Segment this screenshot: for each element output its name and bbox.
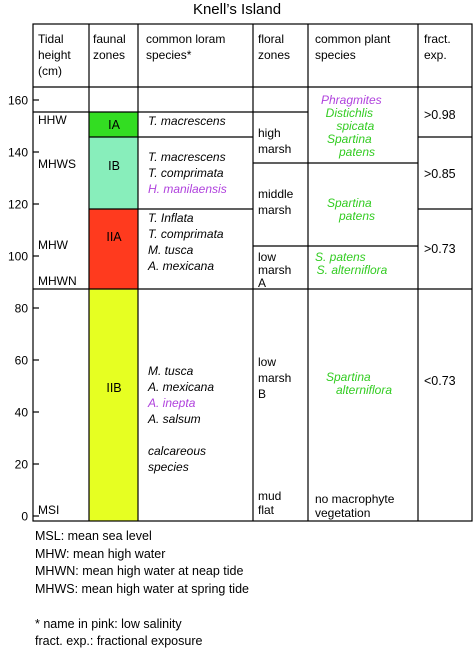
abbreviation-notes: MSL: mean sea level MHW: mean high water… [35, 528, 249, 651]
loram-species-IB: T. macrescens T. comprimata H. manilaens… [148, 150, 229, 196]
faunal-zone-label-IB: IB [108, 159, 120, 173]
tide-level-label: MHWN [38, 274, 77, 288]
header-fract-exp: fract. exp. [424, 32, 454, 62]
floral-zone-low-marsh-b: low marsh B [258, 355, 295, 401]
tidal-height-axis: 160 140 120 100 80 60 40 20 0 HHW MHWS MHW MHWN MSI [8, 94, 77, 524]
axis-tick-label: 20 [15, 458, 29, 472]
fract-exp-value: >0.98 [424, 108, 456, 122]
loram-species-IA: T. macrescens [148, 114, 226, 128]
tide-level-label: MHW [38, 238, 69, 252]
header-tidal-height: Tidal height (cm) [38, 32, 74, 78]
floral-zone-high-marsh: high marsh [258, 126, 291, 156]
fract-exp-value: >0.73 [424, 242, 456, 256]
header-plant-species: common plant species [315, 32, 394, 62]
faunal-zone-IA-fill [89, 112, 138, 137]
tide-level-label: HHW [38, 113, 67, 127]
plant-species-mud-flat: no macrophyte vegetation [315, 492, 398, 520]
faunal-zone-fills [89, 112, 138, 521]
column-headers: Tidal height (cm) faunal zones common lo… [38, 32, 454, 78]
floral-zone-middle-marsh: middle marsh [258, 187, 297, 217]
note-line: MHWS: mean high water at spring tide [35, 581, 249, 596]
tidal-zonation-diagram: Knell’s Island 160 140 120 100 80 60 40 20 0 HHW M… [8, 1, 473, 524]
faunal-zone-IIB-fill [89, 289, 138, 521]
faunal-zone-labels: IA IB IIA IIB [106, 118, 122, 395]
tide-level-label: MSI [38, 503, 59, 517]
table-grid [32, 23, 473, 522]
note-line: MHW: mean high water [35, 546, 166, 561]
note-line: MHWN: mean high water at neap tide [35, 564, 244, 578]
note-line: * name in pink: low salinity [35, 616, 182, 631]
diagram-title: Knell’s Island [193, 1, 281, 18]
plant-species-column: Phragmites Distichlis spicata Spartina p… [315, 93, 398, 520]
header-faunal-zones: faunal zones [93, 32, 129, 62]
faunal-zone-label-IIA: IIA [106, 230, 122, 244]
loram-species-IIA: T. Inflata T. comprimata M. tusca A. mex… [147, 211, 227, 273]
header-loram-species: common loram species* [146, 32, 229, 62]
note-line: MSL: mean sea level [35, 529, 152, 543]
loram-species-IIB: M. tusca A. mexicana A. inepta A. salsum… [147, 364, 217, 474]
fract-exp-column: >0.98 >0.85 >0.73 <0.73 [424, 108, 456, 388]
faunal-zone-label-IA: IA [108, 118, 120, 132]
faunal-zone-IIA-fill [89, 209, 138, 289]
tide-level-label: MHWS [38, 157, 76, 171]
faunal-zone-IB-fill [89, 137, 138, 209]
floral-zones-column: high marsh middle marsh low marsh A low … [258, 126, 297, 517]
axis-tick-label: 60 [15, 354, 29, 368]
plant-species-high-marsh: Phragmites Distichlis spicata Spartina p… [321, 93, 385, 159]
axis-tick-label: 40 [15, 406, 29, 420]
axis-tick-label: 160 [8, 94, 28, 108]
plant-species-low-marsh-b: Spartina alterniflora [326, 370, 392, 397]
header-floral-zones: floral zones [258, 32, 290, 62]
axis-tick-label: 100 [8, 250, 28, 264]
faunal-zone-label-IIB: IIB [106, 381, 121, 395]
loram-species-column: T. macrescens T. macrescens T. comprimat… [147, 114, 229, 474]
plant-species-middle-marsh: Spartina patens [327, 196, 375, 223]
note-line: fract. exp.: fractional exposure [35, 634, 203, 648]
axis-tick-label: 140 [8, 146, 28, 160]
axis-tick-label: 120 [8, 198, 28, 212]
note-line [35, 598, 249, 616]
plant-species-low-marsh-a: S. patens S. alterniflora [315, 250, 388, 277]
floral-zone-mud-flat: mud flat [258, 489, 285, 517]
fract-exp-value: <0.73 [424, 374, 456, 388]
fract-exp-value: >0.85 [424, 167, 456, 181]
floral-zone-low-marsh-a: low marsh A [258, 250, 295, 290]
axis-tick-label: 80 [15, 302, 29, 316]
axis-tick-label: 0 [21, 510, 28, 524]
